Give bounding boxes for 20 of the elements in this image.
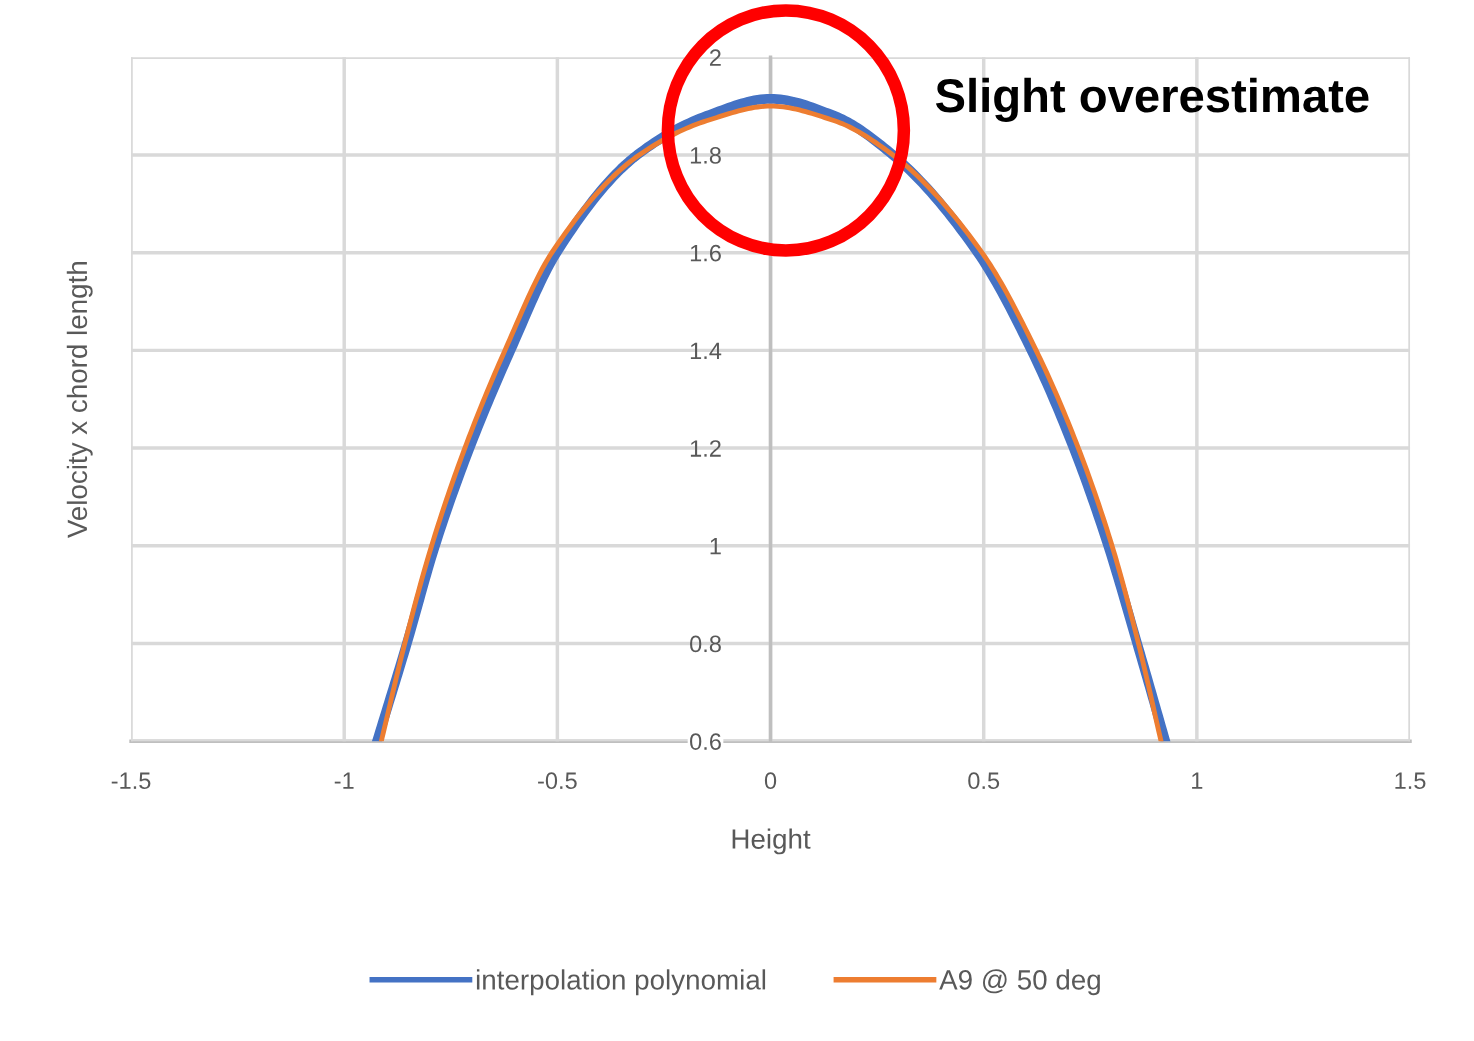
x-tick-label: 1 [1192,772,1203,789]
y-tick-label: 1.6 [690,244,721,262]
y-tick-label: 0.8 [690,635,721,653]
x-tick-label: -1.5 [111,772,151,790]
x-tick-label: -0.5 [538,772,577,790]
y-tick-label: 1.2 [690,440,721,457]
y-tick-label: 2 [709,49,721,66]
y-axis-title: Velocity x chord length [66,262,93,539]
y-tick-label: 1 [710,538,721,555]
y-tick-label: 1.8 [690,147,721,164]
legend-label: A9 @ 50 deg [939,969,1100,996]
x-tick-label: -1 [334,772,354,789]
y-tick-label: 0.6 [690,733,721,750]
x-tick-label: 0 [764,772,777,790]
y-tick-label: 1.4 [690,342,722,359]
x-tick-label: 1.5 [1395,772,1426,790]
x-tick-label: 0.5 [968,772,1000,790]
annotation: Slight overestimate [935,77,1369,123]
x-axis-title: Height [732,828,811,855]
legend-label: interpolation polynomial [476,969,766,996]
